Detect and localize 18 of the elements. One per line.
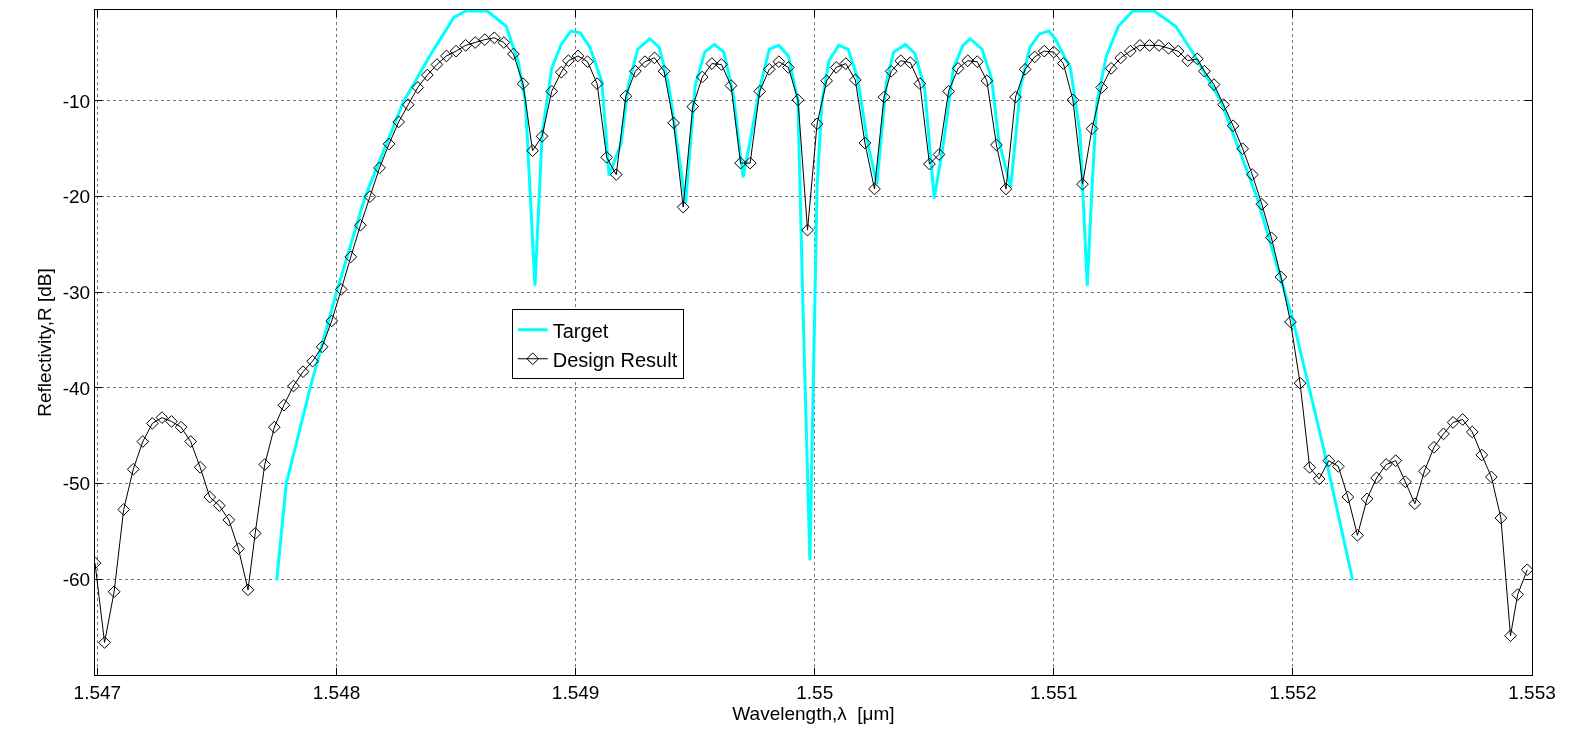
y-tick-label: -50 xyxy=(62,473,91,495)
y-tick-label: -10 xyxy=(62,90,91,112)
y-axis-title: Reflectivity,R [dB] xyxy=(33,268,55,417)
x-tick-label: 1.548 xyxy=(312,681,361,703)
y-tick-label: -60 xyxy=(62,568,91,590)
x-tick-label: 1.553 xyxy=(1508,681,1556,703)
x-tick-label: 1.552 xyxy=(1269,681,1317,703)
x-axis-title: Wavelength,λ [μm] xyxy=(732,702,895,724)
x-tick-label: 1.547 xyxy=(73,681,122,703)
legend-label: Design Result xyxy=(552,348,678,371)
y-tick-label: -20 xyxy=(62,186,91,208)
x-tick-label: 1.55 xyxy=(796,681,834,703)
x-tick-label: 1.549 xyxy=(551,681,600,703)
x-tick-label: 1.551 xyxy=(1030,681,1078,703)
y-tick-label: -40 xyxy=(62,377,91,399)
line-series xyxy=(275,10,1355,582)
legend-label: Target xyxy=(552,319,609,342)
y-tick-label: -30 xyxy=(62,281,91,303)
